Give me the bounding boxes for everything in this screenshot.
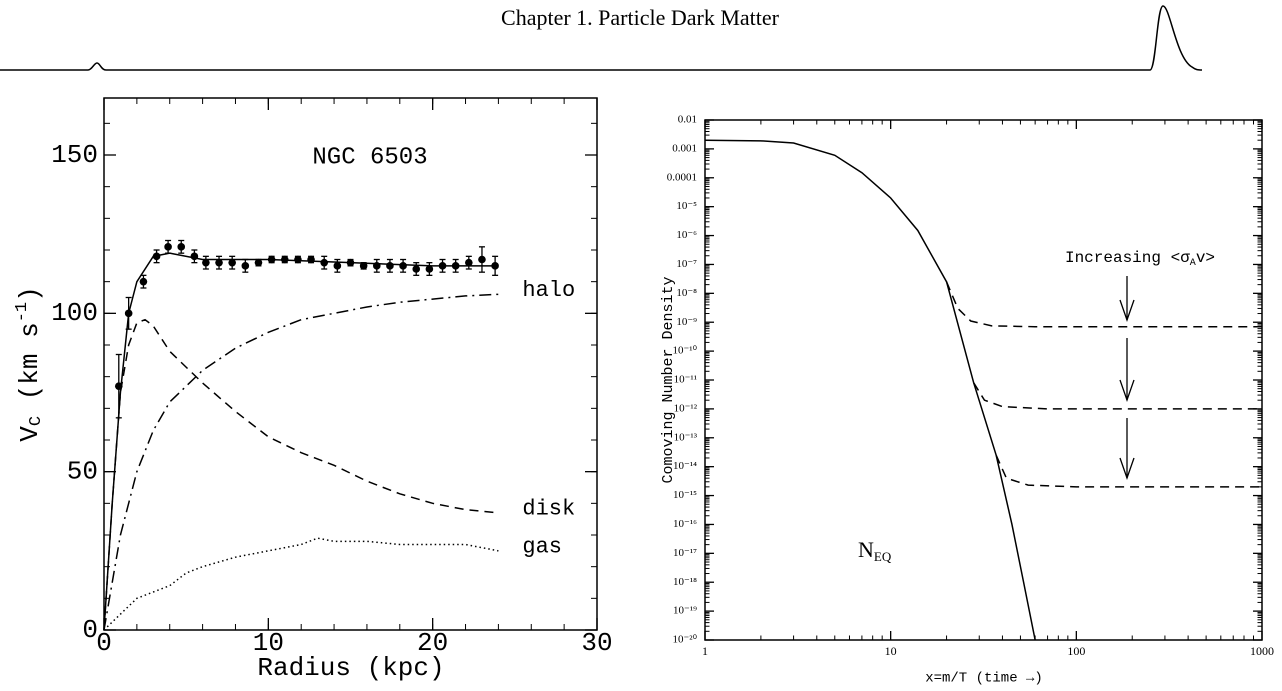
plot-frame [103,97,598,631]
x-axis-label: Radius (kpc) [257,653,444,683]
series-line [945,281,1262,328]
data-point [190,252,199,261]
y-tick-label: 0 [82,615,98,645]
arrow-annotation-text: Increasing <σ [1065,249,1190,267]
series-line [995,454,1262,488]
series-line [973,382,1262,410]
arrow-head [1119,299,1135,322]
y-axis-label-sub: C [27,416,46,426]
y-axis-label-sup: -1 [13,302,32,322]
data-point [215,258,223,267]
x-tick-label: 1000 [1250,644,1274,658]
curve-label-text: N [858,537,874,562]
series-label: gas [522,535,562,560]
x-tick-label: 100 [1067,644,1085,658]
curve-line [103,252,499,631]
arrow-head [1119,457,1135,480]
x-tick-label: 10 [885,644,897,658]
y-tick-label: 10⁻²⁰ [672,634,697,646]
y-tick-label: 10⁻¹⁸ [673,576,697,588]
data-point [465,258,473,267]
data-point [333,262,342,270]
y-axis-label-end: ) [15,286,45,302]
data-point [139,277,148,286]
x-tick-label: 0 [96,628,112,658]
data-point [177,243,186,251]
data-point [399,262,407,270]
arrow-head [1119,379,1135,402]
data-point [307,255,315,264]
data-point [152,252,161,261]
y-tick-label: 0.001 [672,142,697,154]
curve-label-sub: EQ [874,549,892,564]
data-point [491,262,499,270]
annotation: NGC 6503 [312,144,427,171]
y-tick-label: 150 [51,140,98,170]
y-tick-label: 10⁻¹⁰ [672,345,697,357]
x-tick-label: 20 [417,628,448,658]
data-point [241,262,250,270]
data-point [372,262,381,270]
y-tick-label: 10⁻¹³ [674,431,698,443]
data-point [124,309,133,318]
y-tick-label: 50 [67,457,98,487]
x-tick-label: 30 [581,628,612,658]
header-rule [0,5,1203,71]
y-tick-label: 10⁻⁹ [676,316,697,328]
data-point [438,262,447,270]
data-point [114,382,123,390]
series-label: disk [522,497,575,522]
y-tick-label: 10⁻⁷ [676,258,697,270]
running-header: Chapter 1. Particle Dark Matter [501,5,780,30]
data-point [267,255,276,264]
data-point [280,255,289,264]
arrow-annotation: Increasing <σAv> [1065,249,1215,268]
y-tick-label: 0.01 [678,114,697,126]
series-line [103,293,499,631]
data-point [359,262,368,270]
y-axis-label-main: V [15,426,45,442]
data-point [478,255,486,264]
y-axis-label-unit: (km s [15,322,45,416]
y-tick-label: 10⁻¹¹ [674,374,697,386]
data-point [294,255,302,264]
y-tick-label: 10⁻⁸ [676,287,697,299]
series-line [103,537,499,631]
data-point [412,265,421,273]
y-tick-label: 10⁻⁶ [676,229,697,241]
data-point [386,262,394,270]
arrow-annotation-sub: A [1190,258,1196,269]
y-tick-label: 0.0001 [667,171,697,183]
y-tick-label: 10⁻¹⁹ [673,605,697,617]
series-line [103,318,499,631]
y-tick-label: 10⁻¹² [674,402,698,414]
data-point [451,262,460,270]
arrow-annotation-end: v> [1196,249,1215,267]
data-point [164,243,172,251]
data-point [254,258,263,267]
series-label: halo [522,278,575,303]
x-axis-label: x=m/T (time →) [925,671,1043,687]
data-point [320,258,329,267]
x-tick-label: 1 [702,644,708,658]
x-tick-label: 10 [253,628,284,658]
arrows [1119,276,1135,480]
data-point [202,258,210,267]
y-tick-label: 10⁻¹⁵ [673,489,697,501]
data-point [228,258,236,267]
y-axis-label: Comoving Number Density [660,276,677,483]
y-axis-label: VC (km s-1) [13,286,46,441]
y-tick-label: 10⁻⁵ [676,200,697,212]
plot-frame [704,119,1263,641]
curve-label: NEQ [858,537,892,564]
curve-line [704,139,1036,641]
data-point [425,265,434,273]
y-tick-label: 100 [51,298,98,328]
data-point [346,258,355,267]
y-tick-label: 10⁻¹⁷ [673,547,697,559]
y-tick-label: 10⁻¹⁶ [673,518,697,530]
y-tick-label: 10⁻¹⁴ [673,460,697,472]
